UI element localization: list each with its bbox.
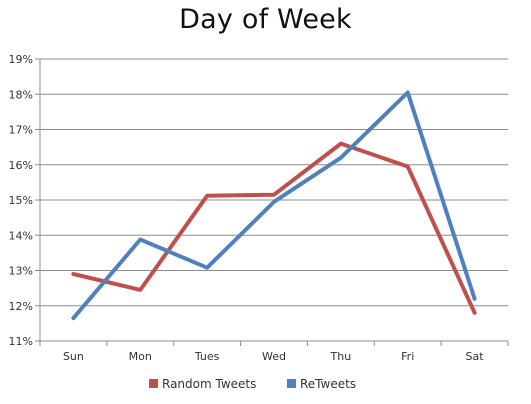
legend: Random Tweets ReTweets	[149, 377, 356, 391]
x-tick-label: Fri	[401, 350, 414, 363]
x-axis-ticks: Sun Mon Tues Wed Thu Fri Sat	[63, 350, 484, 363]
x-tick-label: Thu	[330, 350, 352, 363]
legend-label: ReTweets	[300, 377, 356, 391]
y-tick-label: 18%	[9, 88, 33, 101]
y-tick-label: 17%	[9, 124, 33, 137]
legend-swatch	[149, 379, 158, 388]
x-tick-label: Tues	[194, 350, 220, 363]
legend-swatch	[287, 379, 296, 388]
axes	[35, 58, 509, 346]
y-tick-label: 11%	[9, 335, 33, 348]
legend-label: Random Tweets	[162, 377, 256, 391]
x-tick-label: Sat	[466, 350, 485, 363]
y-tick-label: 12%	[9, 300, 33, 313]
x-tick-label: Sun	[63, 350, 84, 363]
y-tick-label: 15%	[9, 194, 33, 207]
chart-title: Day of Week	[179, 4, 352, 35]
y-axis-ticks: 11% 12% 13% 14% 15% 16% 17% 18% 19%	[9, 53, 33, 348]
y-tick-label: 16%	[9, 159, 33, 172]
y-tick-label: 19%	[9, 53, 33, 66]
x-tick-label: Mon	[129, 350, 152, 363]
y-tick-label: 14%	[9, 229, 33, 242]
series-lines	[71, 90, 477, 321]
series-line-1	[71, 141, 477, 315]
x-tick-label: Wed	[262, 350, 286, 363]
y-tick-label: 13%	[9, 265, 33, 278]
series-line-2	[71, 90, 477, 321]
